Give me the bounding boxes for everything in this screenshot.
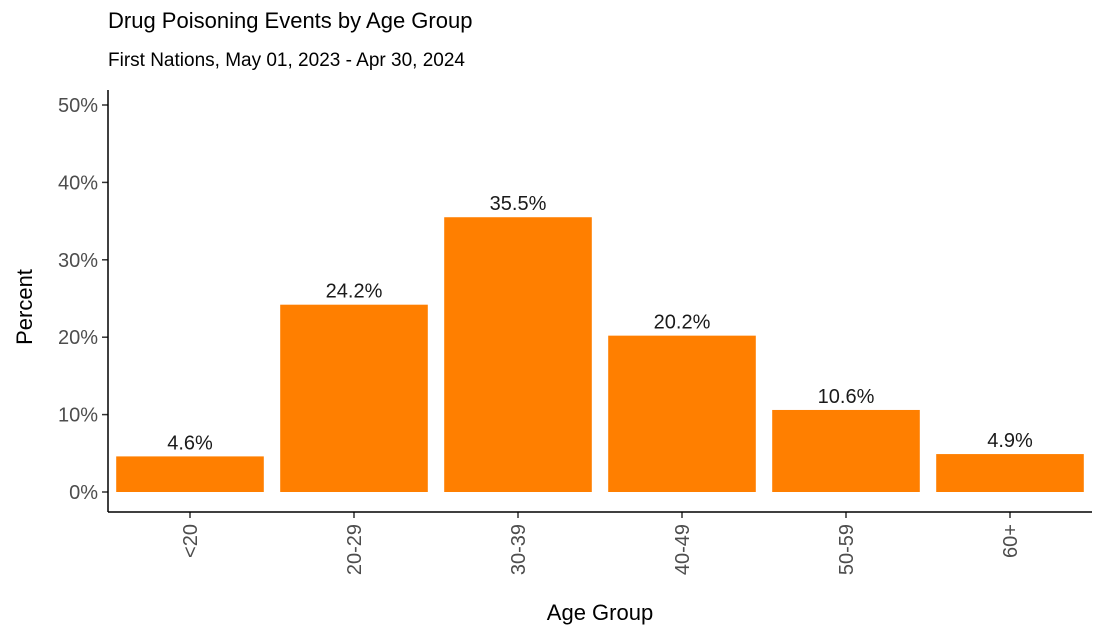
bar — [280, 304, 428, 492]
x-tick-label: 30-39 — [508, 524, 530, 575]
x-axis-ticks: <20 20-29 30-39 40-49 50-59 60+ — [180, 512, 1022, 575]
y-tick-label: 20% — [58, 327, 98, 349]
y-tick-label: 10% — [58, 405, 98, 427]
x-axis-title: Age Group — [547, 600, 653, 625]
chart-title: Drug Poisoning Events by Age Group — [108, 8, 472, 33]
bar — [116, 456, 264, 492]
y-tick-label: 0% — [69, 482, 98, 504]
x-tick-label: 60+ — [1000, 524, 1022, 558]
y-tick-label: 50% — [58, 95, 98, 117]
bar — [936, 454, 1084, 492]
y-tick-label: 40% — [58, 172, 98, 194]
y-tick-label: 30% — [58, 250, 98, 272]
bar-data-labels: 4.6% 24.2% 35.5% 20.2% 10.6% 4.9% — [167, 193, 1033, 454]
bar — [772, 409, 920, 492]
bar-value-label: 20.2% — [654, 312, 711, 334]
bar — [608, 335, 756, 492]
bar-value-label: 4.6% — [167, 432, 213, 454]
x-tick-label: 50-59 — [836, 524, 858, 575]
bar-value-label: 4.9% — [987, 430, 1033, 452]
y-axis-title: Percent — [12, 269, 37, 345]
x-tick-label: 20-29 — [344, 524, 366, 575]
bar-value-label: 10.6% — [818, 386, 875, 408]
x-tick-label: 40-49 — [672, 524, 694, 575]
y-axis-ticks: 0% 10% 20% 30% 40% 50% — [58, 95, 108, 504]
bar-value-label: 35.5% — [490, 193, 547, 215]
bar-value-label: 24.2% — [326, 281, 383, 303]
x-tick-label: <20 — [180, 524, 202, 558]
bars — [116, 217, 1084, 493]
bar — [444, 217, 592, 493]
chart-subtitle: First Nations, May 01, 2023 - Apr 30, 20… — [108, 50, 465, 71]
